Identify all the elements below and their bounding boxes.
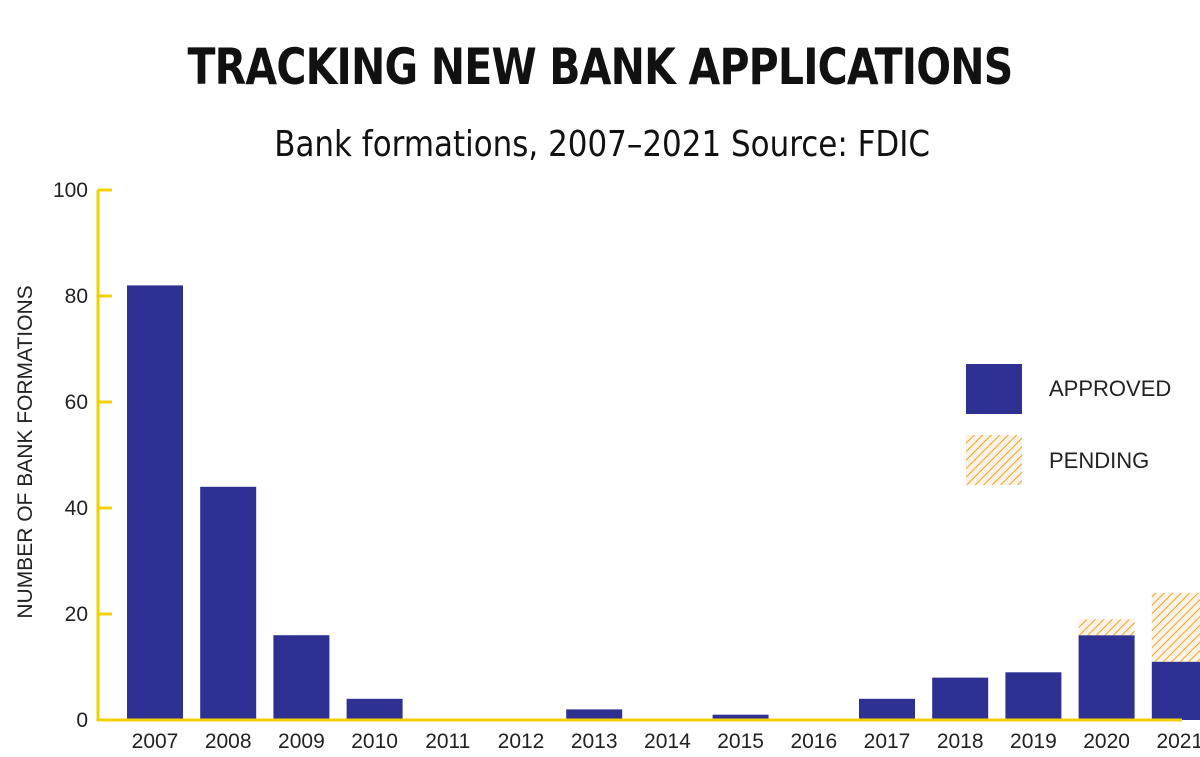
x-tick-label-2015: 2015	[717, 730, 764, 753]
chart-title: TRACKING NEW BANK APPLICATIONS	[187, 38, 1014, 96]
y-tick-label: 100	[53, 179, 88, 202]
legend-swatch-pending	[966, 435, 1022, 485]
x-tick-label-2007: 2007	[132, 730, 179, 753]
chart-subtitle: Bank formations, 2007–2021 Source: FDIC	[274, 124, 930, 165]
bar-approved-2013	[566, 709, 623, 720]
bar-approved-2017	[859, 698, 915, 720]
bar-approved-2008	[200, 486, 257, 720]
x-tick-label-2019: 2019	[1010, 730, 1057, 753]
bar-approved-2015	[712, 714, 769, 720]
bar-approved-2020	[1078, 635, 1135, 720]
x-tick-label-2020: 2020	[1083, 730, 1130, 753]
x-tick-label-2013: 2013	[571, 730, 618, 753]
x-tick-label-2011: 2011	[425, 730, 470, 753]
x-tick-label-2018: 2018	[937, 730, 984, 753]
bar-approved-2018	[932, 677, 989, 720]
x-tick-label-2017: 2017	[864, 730, 911, 753]
x-tick-label-2012: 2012	[498, 730, 545, 753]
bar-approved-2010	[346, 698, 403, 720]
x-tick-label-2021: 2021	[1156, 730, 1200, 753]
legend-label-approved: APPROVED	[1049, 376, 1171, 401]
legend-swatch-approved	[966, 364, 1022, 414]
bar-approved-2019	[1005, 672, 1062, 720]
y-tick-label: 60	[65, 391, 88, 414]
x-tick-label-2016: 2016	[790, 730, 837, 753]
y-tick-label: 40	[65, 497, 88, 520]
legend-label-pending: PENDING	[1049, 448, 1149, 473]
legend: APPROVED PENDING	[966, 364, 1171, 485]
x-tick-label-2010: 2010	[351, 730, 398, 753]
bar-approved-2007	[127, 285, 183, 720]
y-axis-title-group: NUMBER OF BANK FORMATIONS	[14, 285, 37, 618]
x-tick-label-2008: 2008	[205, 730, 252, 753]
bar-approved-2021	[1151, 661, 1200, 720]
y-axis-title: NUMBER OF BANK FORMATIONS	[14, 285, 37, 618]
bar-approved-2009	[273, 635, 330, 720]
x-tick-label-2014: 2014	[644, 730, 691, 753]
y-tick-label: 80	[65, 285, 88, 308]
y-tick-label: 20	[65, 603, 88, 626]
bar-pending-2021	[1151, 592, 1200, 662]
bar-pending-2020	[1078, 619, 1135, 636]
y-tick-label: 0	[76, 709, 88, 732]
x-tick-label-2009: 2009	[278, 730, 325, 753]
